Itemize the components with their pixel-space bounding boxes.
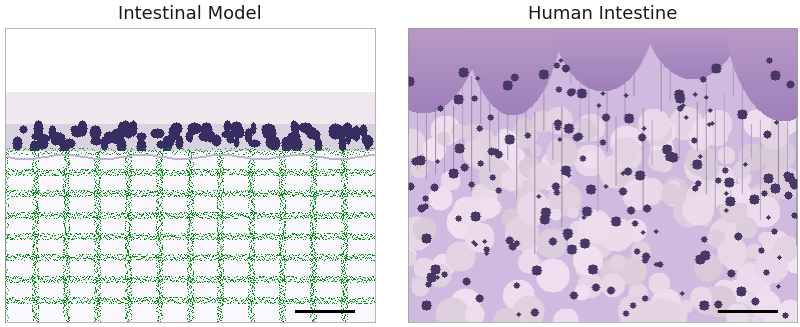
Text: Human Intestine: Human Intestine bbox=[528, 5, 677, 23]
Text: Intestinal Model: Intestinal Model bbox=[118, 5, 262, 23]
